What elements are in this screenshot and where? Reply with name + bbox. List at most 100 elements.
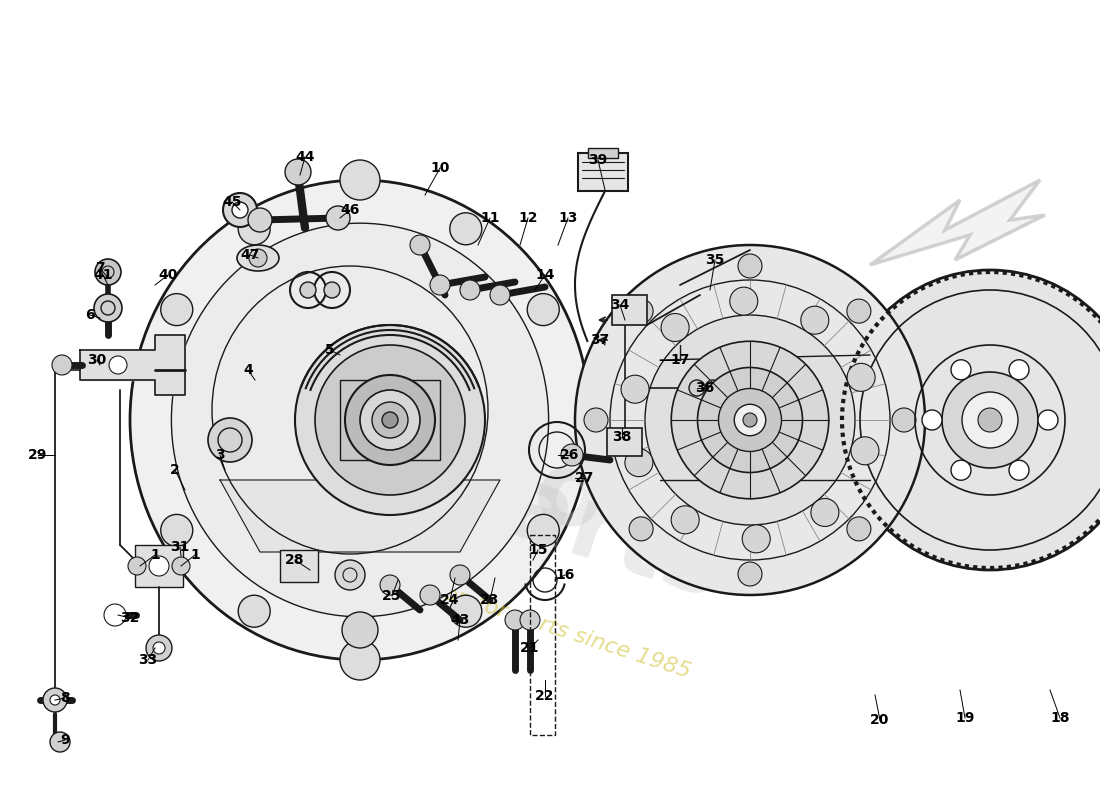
Circle shape [172,557,190,575]
Circle shape [382,412,398,428]
Bar [607,428,642,456]
Text: 10: 10 [430,161,450,175]
Circle shape [847,363,876,391]
Ellipse shape [130,180,590,660]
Text: 14: 14 [536,268,554,282]
Circle shape [738,254,762,278]
Circle shape [561,444,583,466]
Circle shape [742,525,770,553]
Circle shape [1038,410,1058,430]
Text: 46: 46 [340,203,360,217]
Text: 19: 19 [955,711,975,725]
Ellipse shape [236,245,279,271]
Circle shape [621,375,649,403]
Circle shape [645,315,855,525]
Text: euro: euro [343,384,617,556]
Circle shape [232,202,248,218]
Text: 7: 7 [96,261,104,275]
Text: 21: 21 [520,641,540,655]
Circle shape [249,249,267,267]
Text: 33: 33 [139,653,157,667]
Circle shape [1009,460,1028,480]
Circle shape [340,640,379,680]
Circle shape [671,342,828,498]
Text: 6: 6 [85,308,95,322]
Text: 12: 12 [518,211,538,225]
Ellipse shape [172,223,549,617]
Text: 18: 18 [1050,711,1069,725]
Text: 37: 37 [591,333,609,347]
Circle shape [697,367,803,473]
Bar [578,153,628,191]
Circle shape [892,408,916,432]
Circle shape [705,380,720,396]
Circle shape [43,688,67,712]
Circle shape [450,565,470,585]
Text: 5: 5 [326,343,334,357]
Circle shape [490,285,510,305]
Circle shape [148,556,169,576]
Circle shape [742,413,757,427]
Circle shape [584,408,608,432]
Bar [135,545,183,587]
Circle shape [420,585,440,605]
Polygon shape [80,335,185,395]
Circle shape [379,575,400,595]
Circle shape [629,517,653,541]
Text: 11: 11 [481,211,499,225]
Text: 25: 25 [383,589,402,603]
Circle shape [248,208,272,232]
Text: 40: 40 [158,268,178,282]
Text: 44: 44 [295,150,315,164]
Circle shape [239,595,271,627]
Text: 32: 32 [120,611,140,625]
Polygon shape [870,180,1045,265]
Circle shape [360,390,420,450]
Circle shape [345,375,434,465]
Circle shape [208,418,252,462]
Circle shape [952,460,971,480]
Circle shape [94,294,122,322]
Bar [280,550,318,582]
Text: 3: 3 [216,448,224,462]
Circle shape [460,280,480,300]
Circle shape [527,294,559,326]
Circle shape [851,437,879,465]
Circle shape [922,410,942,430]
Circle shape [520,610,540,630]
Circle shape [95,259,121,285]
Circle shape [342,612,378,648]
Circle shape [223,193,257,227]
Circle shape [735,404,766,436]
Bar [340,380,440,460]
Circle shape [689,380,705,396]
Text: 31: 31 [170,540,189,554]
Bar [588,148,618,158]
Circle shape [410,235,430,255]
Circle shape [1009,360,1028,380]
Circle shape [738,562,762,586]
Circle shape [847,299,871,323]
Text: 4: 4 [243,363,253,377]
Circle shape [661,314,689,342]
Text: 41: 41 [94,268,112,282]
Text: 39: 39 [588,153,607,167]
Text: 9: 9 [60,733,69,747]
Text: 16: 16 [556,568,574,582]
Text: 34: 34 [610,298,629,312]
Circle shape [104,604,126,626]
Text: 35: 35 [705,253,725,267]
Circle shape [50,732,70,752]
Circle shape [430,275,450,295]
Circle shape [295,325,485,515]
Text: 8: 8 [60,691,70,705]
Circle shape [840,270,1100,570]
Circle shape [801,306,828,334]
Circle shape [505,610,525,630]
Text: 22: 22 [536,689,554,703]
Circle shape [161,294,192,326]
Circle shape [671,506,700,534]
Circle shape [128,557,146,575]
Circle shape [942,372,1038,468]
Text: 29: 29 [29,448,47,462]
